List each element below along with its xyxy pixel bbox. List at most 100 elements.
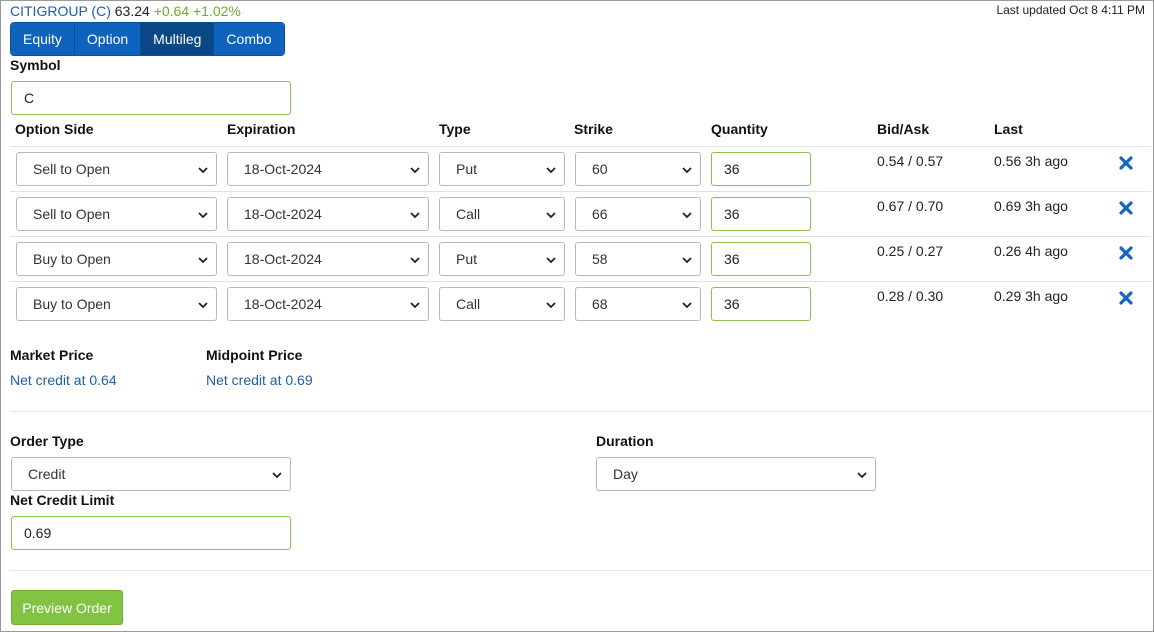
- select-value: 18-Oct-2024: [244, 296, 322, 312]
- leg-2-remove-close-icon[interactable]: [1119, 201, 1133, 215]
- leg-2-type-select[interactable]: Call: [439, 197, 565, 231]
- select-value: 66: [592, 206, 608, 222]
- chevron-down-icon: [682, 212, 692, 219]
- leg-3-type-select[interactable]: Put: [439, 242, 565, 276]
- select-value: Day: [613, 466, 638, 482]
- leg-1-remove-close-icon[interactable]: [1119, 156, 1133, 170]
- select-value: 18-Oct-2024: [244, 161, 322, 177]
- price-change: +0.64 +1.02%: [153, 3, 241, 19]
- chevron-down-icon: [546, 257, 556, 264]
- section-divider: [10, 411, 1151, 412]
- midpoint-price-value[interactable]: Net credit at 0.69: [206, 372, 313, 388]
- chevron-down-icon: [546, 212, 556, 219]
- select-value: 60: [592, 161, 608, 177]
- preview-order-button[interactable]: Preview Order: [11, 590, 123, 625]
- leg-4-quantity-input[interactable]: 36: [711, 287, 811, 321]
- select-value: Buy to Open: [33, 251, 111, 267]
- duration-label: Duration: [596, 433, 654, 449]
- tab-combo[interactable]: Combo: [214, 23, 284, 55]
- chevron-down-icon: [682, 302, 692, 309]
- chevron-down-icon: [198, 212, 208, 219]
- select-value: Sell to Open: [33, 161, 111, 177]
- symbol-label: Symbol: [10, 57, 61, 73]
- leg-4-remove-close-icon[interactable]: [1119, 291, 1133, 305]
- leg-4-type-select[interactable]: Call: [439, 287, 565, 321]
- leg-1-type-select[interactable]: Put: [439, 152, 565, 186]
- select-value: 58: [592, 251, 608, 267]
- leg-4-expiration-select[interactable]: 18-Oct-2024: [227, 287, 429, 321]
- leg-3-remove-close-icon[interactable]: [1119, 246, 1133, 260]
- header-type: Type: [439, 121, 471, 137]
- company-symbol-link[interactable]: CITIGROUP (C): [10, 3, 111, 19]
- last-price: 63.24: [114, 3, 150, 19]
- leg-1-expiration-select[interactable]: 18-Oct-2024: [227, 152, 429, 186]
- leg-1-side-select[interactable]: Sell to Open: [16, 152, 217, 186]
- chevron-down-icon: [682, 167, 692, 174]
- leg-3-strike-select[interactable]: 58: [575, 242, 701, 276]
- order-type-label: Order Type: [10, 433, 84, 449]
- quote-summary: CITIGROUP (C) 63.24 +0.64 +1.02%: [10, 3, 241, 19]
- leg-2-bid-ask: 0.67 / 0.70: [877, 198, 944, 214]
- chevron-down-icon: [272, 472, 282, 479]
- leg-3-side-select[interactable]: Buy to Open: [16, 242, 217, 276]
- chevron-down-icon: [546, 302, 556, 309]
- chevron-down-icon: [198, 302, 208, 309]
- header-last: Last: [994, 121, 1023, 137]
- order-type-tabs: Equity Option Multileg Combo: [10, 22, 285, 56]
- net-credit-limit-label: Net Credit Limit: [10, 492, 115, 508]
- header-quantity: Quantity: [711, 121, 768, 137]
- select-value: Put: [456, 161, 478, 177]
- select-value: Call: [456, 206, 481, 222]
- chevron-down-icon: [198, 257, 208, 264]
- leg-4-strike-select[interactable]: 68: [575, 287, 701, 321]
- select-value: Credit: [28, 466, 66, 482]
- leg-3-expiration-select[interactable]: 18-Oct-2024: [227, 242, 429, 276]
- midpoint-price-label: Midpoint Price: [206, 347, 303, 363]
- tab-equity[interactable]: Equity: [11, 23, 75, 55]
- leg-1-strike-select[interactable]: 60: [575, 152, 701, 186]
- chevron-down-icon: [546, 167, 556, 174]
- header-bid-ask: Bid/Ask: [877, 121, 930, 137]
- tab-multileg[interactable]: Multileg: [141, 23, 215, 55]
- leg-1-quantity-input[interactable]: 36: [711, 152, 811, 186]
- leg-2-side-select[interactable]: Sell to Open: [16, 197, 217, 231]
- duration-select[interactable]: Day: [596, 457, 876, 491]
- section-divider: [10, 570, 1151, 571]
- leg-4-side-select[interactable]: Buy to Open: [16, 287, 217, 321]
- chevron-down-icon: [410, 257, 420, 264]
- chevron-down-icon: [410, 302, 420, 309]
- tab-option[interactable]: Option: [74, 23, 142, 55]
- chevron-down-icon: [410, 212, 420, 219]
- market-price-label: Market Price: [10, 347, 94, 363]
- order-type-select[interactable]: Credit: [11, 457, 291, 491]
- leg-2-strike-select[interactable]: 66: [575, 197, 701, 231]
- header-expiration: Expiration: [227, 121, 296, 137]
- market-price-value[interactable]: Net credit at 0.64: [10, 372, 117, 388]
- chevron-down-icon: [857, 472, 867, 479]
- leg-3-last: 0.26 4h ago: [994, 243, 1068, 259]
- symbol-input[interactable]: C: [11, 81, 291, 115]
- header-option-side: Option Side: [15, 121, 94, 137]
- select-value: 18-Oct-2024: [244, 251, 322, 267]
- last-updated-timestamp: Last updated Oct 8 4:11 PM: [996, 3, 1145, 17]
- leg-3-quantity-input[interactable]: 36: [711, 242, 811, 276]
- select-value: Sell to Open: [33, 206, 111, 222]
- leg-4-bid-ask: 0.28 / 0.30: [877, 288, 944, 304]
- header-strike: Strike: [574, 121, 613, 137]
- select-value: 68: [592, 296, 608, 312]
- leg-1-last: 0.56 3h ago: [994, 153, 1068, 169]
- leg-1-bid-ask: 0.54 / 0.57: [877, 153, 944, 169]
- leg-3-bid-ask: 0.25 / 0.27: [877, 243, 944, 259]
- chevron-down-icon: [682, 257, 692, 264]
- chevron-down-icon: [198, 167, 208, 174]
- leg-2-last: 0.69 3h ago: [994, 198, 1068, 214]
- chevron-down-icon: [410, 167, 420, 174]
- leg-2-quantity-input[interactable]: 36: [711, 197, 811, 231]
- leg-2-expiration-select[interactable]: 18-Oct-2024: [227, 197, 429, 231]
- net-credit-limit-input[interactable]: 0.69: [11, 516, 291, 550]
- select-value: Call: [456, 296, 481, 312]
- select-value: Buy to Open: [33, 296, 111, 312]
- leg-4-last: 0.29 3h ago: [994, 288, 1068, 304]
- select-value: Put: [456, 251, 478, 267]
